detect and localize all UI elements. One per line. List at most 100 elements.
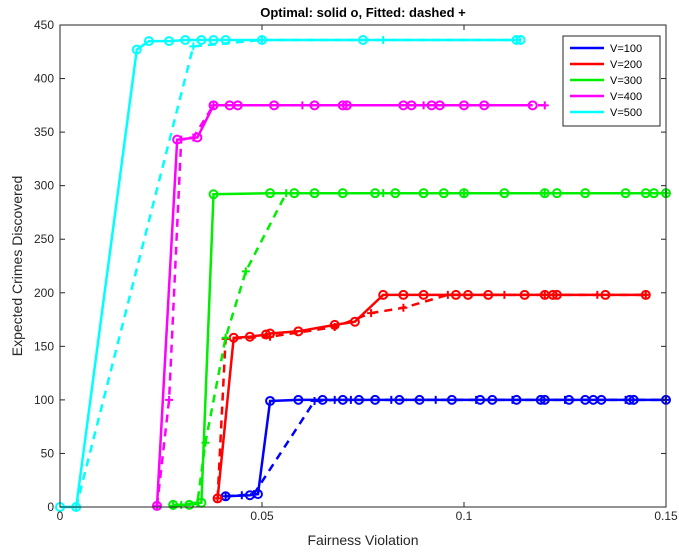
x-tick-label: 0.15 [654, 509, 678, 523]
fitted-point-v200 [367, 309, 376, 318]
series-v200 [212, 289, 651, 504]
optimal-point-v300 [459, 188, 469, 199]
optimal-point-v400 [406, 100, 417, 111]
optimal-point-v100 [624, 394, 635, 405]
x-tick-label: 0.05 [250, 509, 274, 523]
optimal-point-v400 [208, 100, 219, 111]
optimal-point-v100 [317, 394, 328, 405]
legend-label-v100: V=100 [610, 43, 642, 55]
y-tick-label: 0 [47, 500, 54, 514]
x-tick-label: 0 [57, 509, 64, 523]
optimal-point-v300 [390, 188, 401, 199]
y-tick-label: 300 [34, 179, 54, 193]
optimal-point-v400 [337, 100, 348, 111]
optimal-point-v300 [289, 188, 300, 199]
y-tick-label: 50 [41, 446, 55, 460]
fitted-point-v300 [241, 267, 250, 276]
optimal-point-v100 [265, 395, 276, 406]
optimal-point-v400 [309, 100, 320, 111]
optimal-point-v400 [479, 100, 490, 111]
optimal-point-v500 [257, 34, 267, 45]
optimal-point-v500 [131, 44, 142, 55]
optimal-point-v100 [370, 394, 381, 405]
optimal-point-v400 [269, 100, 280, 111]
optimal-point-v400 [527, 100, 538, 111]
legend-label-v500: V=500 [610, 107, 642, 119]
fitted-point-v400 [165, 395, 174, 404]
series-v300 [168, 188, 671, 510]
optimal-point-v100 [475, 394, 486, 405]
optimal-point-v200 [600, 289, 611, 300]
optimal-point-v200 [418, 289, 429, 300]
optimal-point-v400 [192, 132, 203, 143]
series-v100 [220, 394, 671, 502]
fitted-point-v300 [221, 333, 230, 342]
optimal-point-v500 [196, 34, 207, 45]
optimal-point-v100 [446, 394, 457, 405]
optimal-point-v200 [483, 289, 494, 300]
optimal-point-v200 [349, 316, 360, 327]
optimal-point-v500 [358, 34, 368, 45]
legend: V=100 V=200 V=300 V=400 V=500 [562, 35, 661, 127]
axes-layer: 0 0.05 0.1 0.15 0 50 100 150 200 250 300 350 400 450 [34, 18, 678, 523]
optimal-point-v500 [164, 36, 175, 47]
optimal-point-v500 [511, 34, 522, 45]
optimal-point-v300 [184, 499, 195, 510]
legend-label-v400: V=400 [610, 91, 642, 103]
fitted-point-v200 [399, 303, 408, 312]
optimal-point-v200 [329, 319, 340, 330]
optimal-point-v100 [414, 394, 425, 405]
optimal-point-v200 [293, 326, 304, 337]
optimal-point-v100 [564, 394, 575, 405]
optimal-point-v300 [539, 188, 550, 199]
optimal-point-v200 [547, 289, 558, 300]
optimal-point-v400 [341, 100, 352, 111]
optimal-point-v100 [628, 394, 639, 405]
fitted-point-v500 [189, 42, 198, 51]
optimal-point-v500 [208, 34, 219, 45]
optimal-point-v200 [398, 289, 409, 300]
x-axis-label: Fairness Violation [307, 532, 418, 548]
y-tick-label: 400 [34, 72, 54, 86]
y-tick-label: 450 [34, 18, 54, 32]
optimal-point-v200 [450, 289, 461, 300]
y-tick-label: 100 [34, 393, 54, 407]
optimal-point-v300 [208, 189, 219, 200]
y-tick-label: 150 [34, 339, 54, 353]
optimal-point-v300 [370, 188, 381, 199]
optimal-point-v500 [515, 34, 526, 45]
optimal-point-v300 [265, 188, 276, 199]
optimal-point-v100 [337, 394, 348, 405]
optimal-point-v300 [620, 188, 631, 199]
optimal-point-v100 [596, 394, 607, 405]
optimal-point-v300 [551, 188, 562, 199]
optimal-line-v300 [173, 191, 666, 507]
optimal-point-v300 [438, 188, 449, 199]
optimal-point-v200 [519, 289, 530, 300]
fitted-point-v400 [540, 101, 549, 110]
optimal-point-v300 [337, 188, 348, 199]
legend-label-v200: V=200 [610, 59, 642, 71]
optimal-point-v400 [172, 134, 183, 145]
chart-title: Optimal: solid o, Fitted: dashed + [260, 5, 466, 20]
optimal-point-v200 [212, 493, 223, 504]
optimal-point-v400 [434, 100, 445, 111]
optimal-line-v500 [60, 38, 521, 509]
optimal-point-v200 [378, 289, 389, 300]
y-axis-label: Expected Crimes Discovered [9, 176, 25, 357]
optimal-point-v100 [487, 394, 498, 405]
x-tick-label: 0.1 [456, 509, 473, 523]
optimal-point-v200 [640, 289, 651, 300]
optimal-point-v500 [143, 36, 154, 47]
plot-border [59, 24, 667, 508]
optimal-point-v500 [220, 34, 231, 45]
series-layer [55, 34, 671, 512]
optimal-point-v500 [180, 34, 191, 45]
optimal-point-v100 [394, 394, 405, 405]
optimal-point-v100 [293, 394, 304, 405]
optimal-point-v300 [499, 188, 510, 199]
y-tick-label: 250 [34, 232, 54, 246]
optimal-point-v300 [418, 188, 429, 199]
optimal-point-v300 [580, 188, 591, 199]
